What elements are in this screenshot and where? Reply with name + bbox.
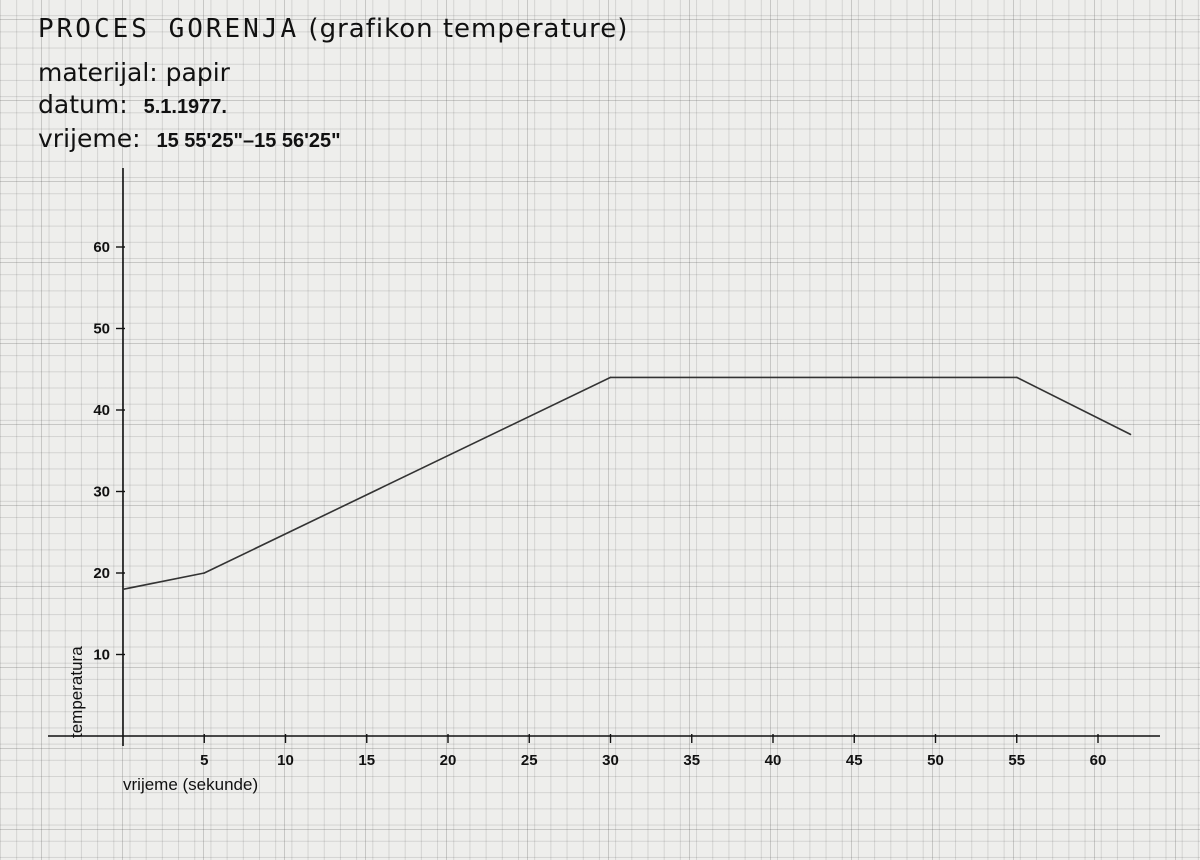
- x-tick-label: 55: [1008, 752, 1025, 769]
- y-tick-label: 40: [93, 402, 110, 419]
- x-tick-label: 60: [1090, 752, 1107, 769]
- y-tick-label: 10: [93, 647, 110, 664]
- series-line: [122, 376, 1131, 591]
- time-line: vrijeme: 15 55'25"–15 56'25": [38, 124, 341, 153]
- x-tick-label: 10: [277, 752, 294, 769]
- x-tick-label: 45: [846, 752, 863, 769]
- x-tick-label: 5: [200, 752, 208, 769]
- x-axis-label: vrijeme (sekunde): [123, 775, 258, 794]
- title-main: PROCES GORENJA: [38, 14, 300, 44]
- material-label: materijal:: [38, 58, 158, 87]
- date-label: datum:: [38, 90, 128, 119]
- x-tick-label: 30: [602, 752, 619, 769]
- x-tick-label: 20: [440, 752, 457, 769]
- x-tick-label: 15: [358, 752, 375, 769]
- time-label: vrijeme:: [38, 124, 141, 153]
- chart-title: PROCES GORENJA (grafikon temperature): [38, 14, 628, 44]
- date-value: 5.1.1977.: [143, 96, 227, 118]
- data-point: [609, 376, 612, 379]
- data-point: [122, 588, 124, 591]
- x-tick-label: 50: [927, 752, 944, 769]
- y-tick-label: 30: [93, 484, 110, 501]
- time-value: 15 55'25"–15 56'25": [156, 130, 341, 152]
- y-tick-label: 60: [93, 239, 110, 256]
- data-point: [203, 572, 206, 574]
- y-tick-label: 50: [93, 321, 110, 338]
- x-tick-label: 25: [521, 752, 538, 769]
- data-point: [1129, 433, 1132, 436]
- x-tick-label: 40: [765, 752, 782, 769]
- y-axis-label: temperatura: [67, 646, 86, 738]
- date-line: datum: 5.1.1977.: [38, 90, 227, 119]
- material-line: materijal: papir: [38, 58, 230, 87]
- title-sub: (grafikon temperature): [308, 14, 629, 44]
- material-value: papir: [165, 58, 230, 87]
- data-point: [1015, 376, 1018, 379]
- x-tick-label: 35: [683, 752, 700, 769]
- y-tick-label: 20: [93, 565, 110, 582]
